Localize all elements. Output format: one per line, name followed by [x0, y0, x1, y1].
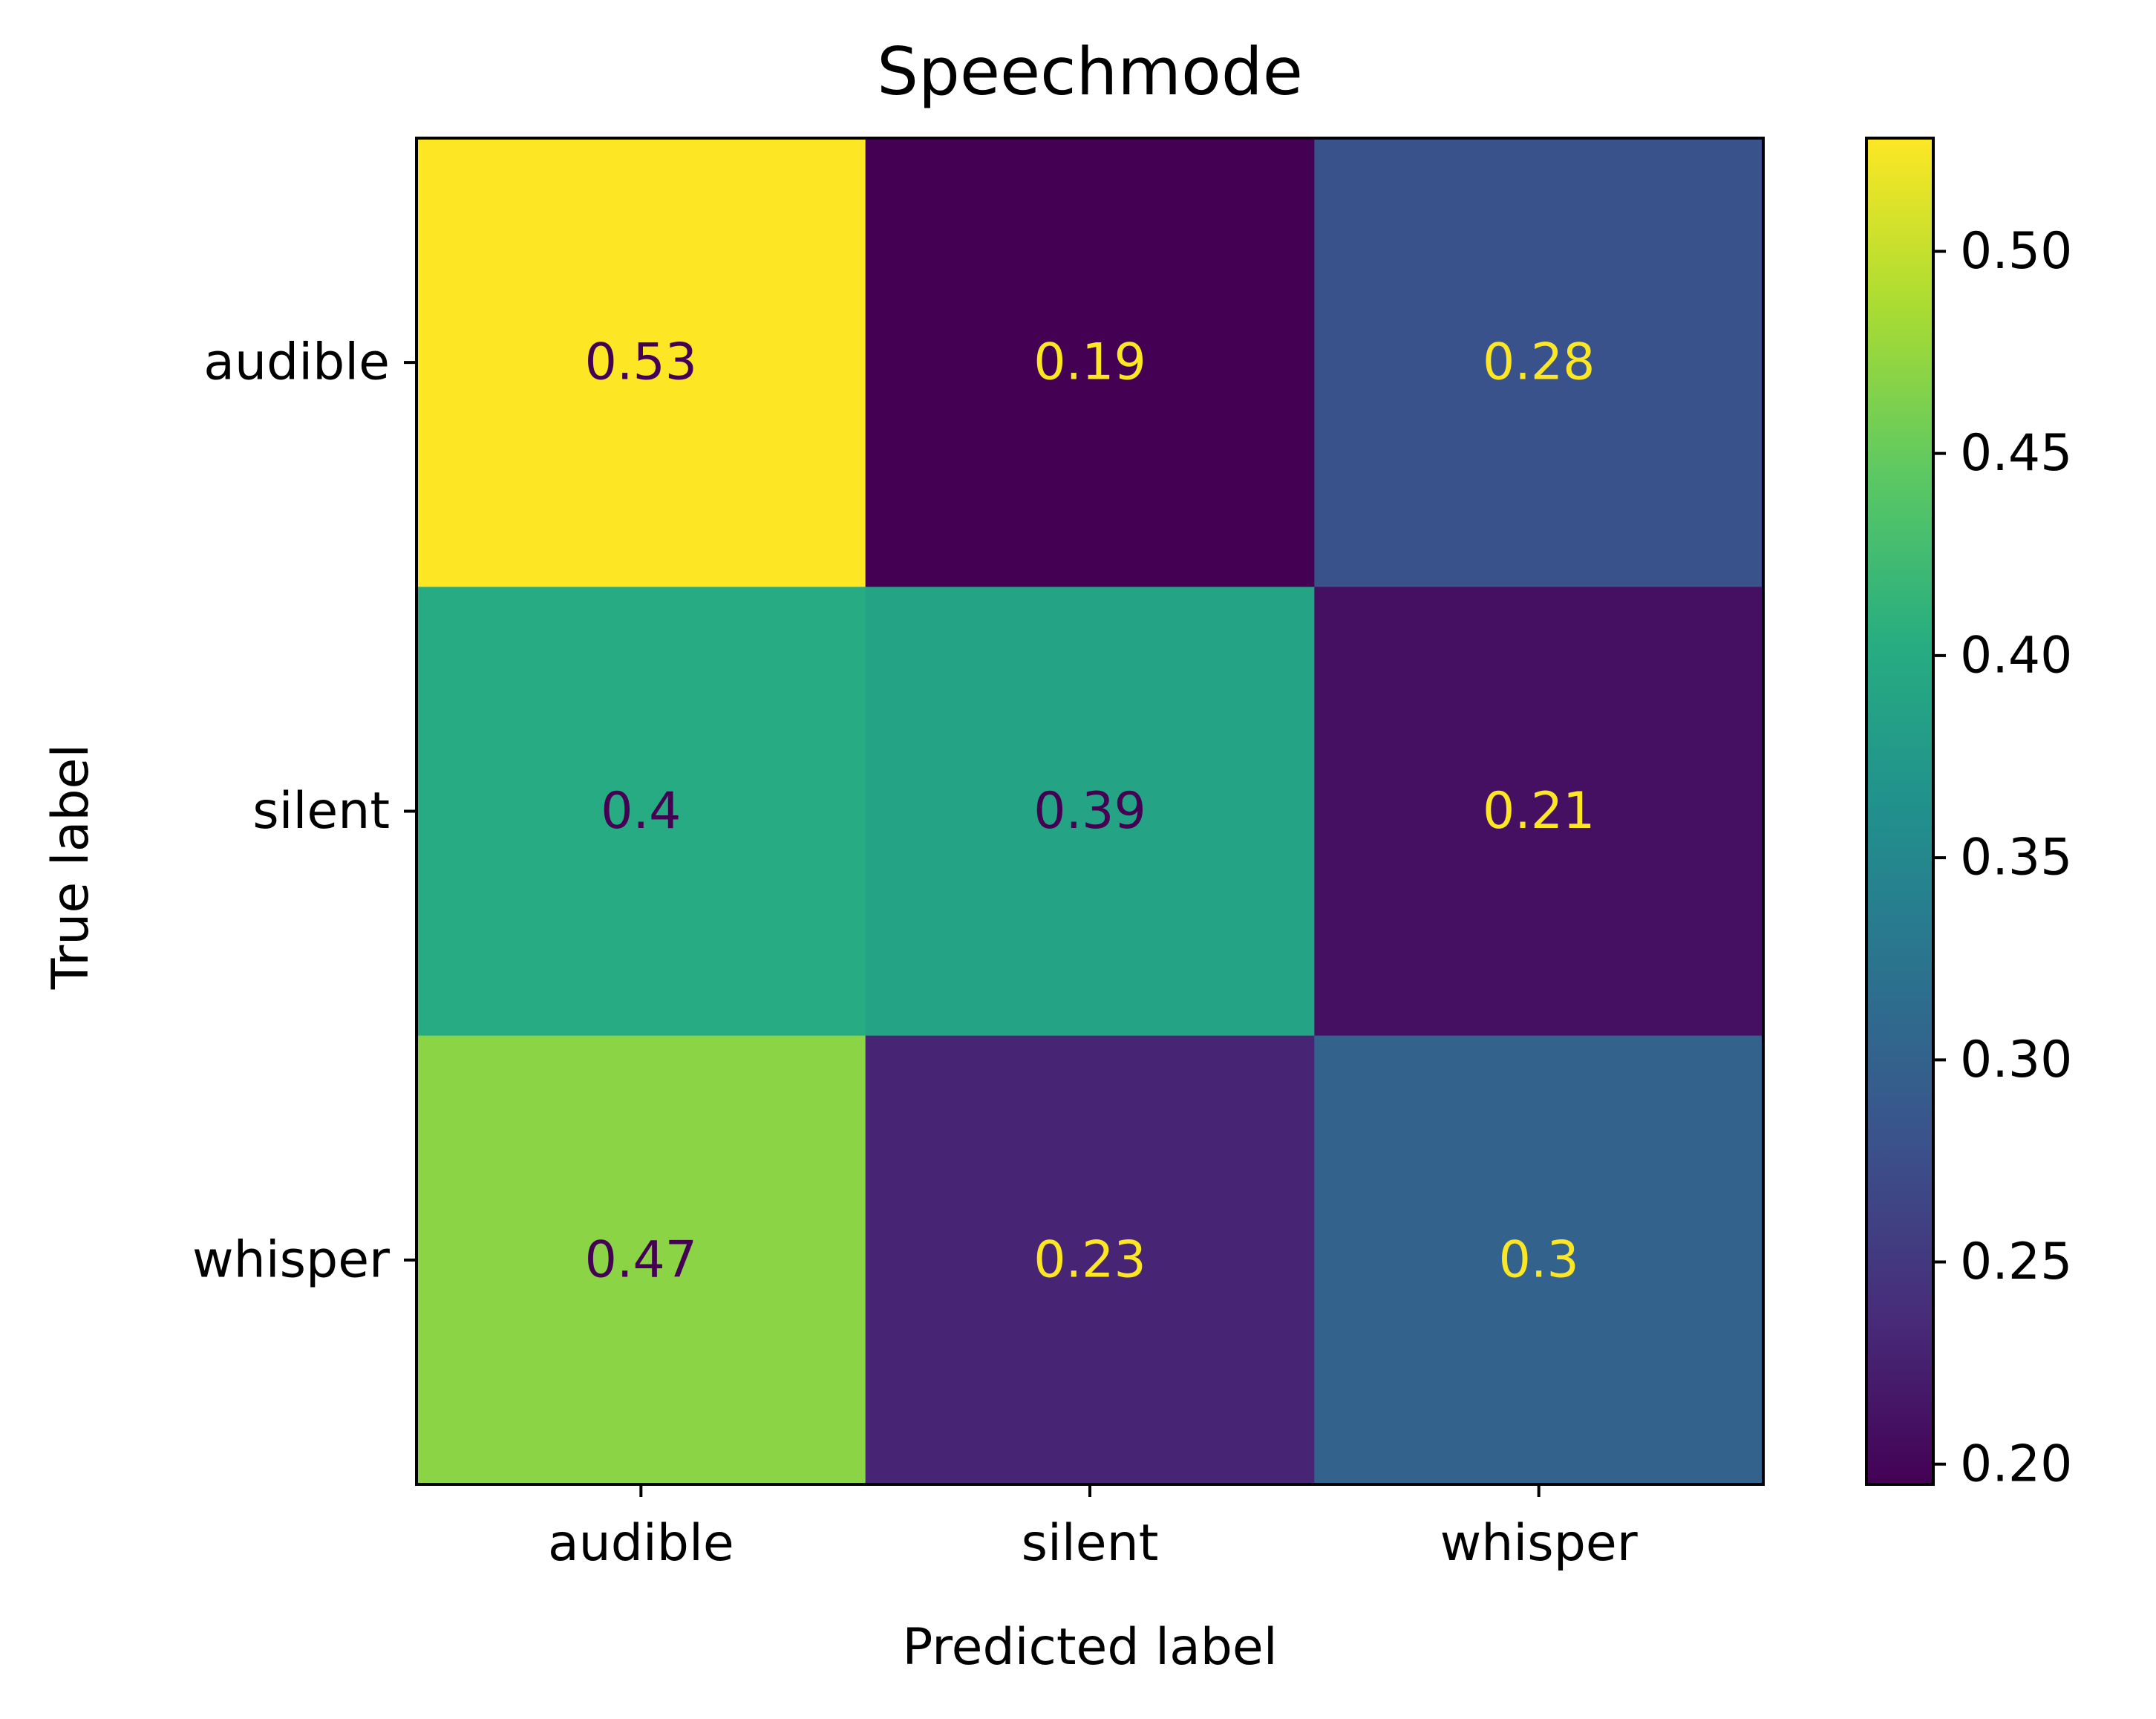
- y-tick-label: whisper: [192, 1230, 390, 1289]
- x-axis-ticks: audible silent whisper: [548, 1484, 1638, 1573]
- cell-value-label: 0.23: [1033, 1230, 1146, 1289]
- colorbar-tick-label: 0.50: [1960, 222, 2072, 281]
- cell-value-label: 0.39: [1033, 782, 1146, 841]
- colorbar-tick-label: 0.40: [1960, 626, 2072, 685]
- heatmap-cell: [416, 587, 866, 1037]
- x-tick-label: silent: [1022, 1514, 1159, 1573]
- y-tick-label: silent: [252, 782, 390, 841]
- cell-value-label: 0.19: [1033, 333, 1146, 392]
- cell-value-label: 0.4: [601, 782, 681, 841]
- y-tick-label: audible: [203, 333, 390, 392]
- colorbar: [1865, 137, 1935, 1486]
- cell-value-label: 0.21: [1483, 782, 1595, 841]
- y-axis-label: True label: [42, 744, 100, 991]
- colorbar-ticks: 0.20 0.25 0.30 0.35 0.40 0.45 0.50: [1933, 222, 2072, 1493]
- x-axis-label: Predicted label: [902, 1618, 1277, 1677]
- x-tick-label: whisper: [1440, 1514, 1638, 1573]
- y-axis-ticks: audible silent whisper: [192, 333, 416, 1289]
- colorbar-tick-label: 0.30: [1960, 1031, 2072, 1089]
- heatmap-cell: [865, 138, 1315, 587]
- heatmap-cell: [416, 1035, 866, 1485]
- cell-value-label: 0.3: [1499, 1230, 1579, 1289]
- heatmap-cell: [1314, 587, 1764, 1037]
- heatmap-cell: [1314, 138, 1764, 587]
- heatmap-cell: [1314, 1035, 1764, 1485]
- colorbar-tick-label: 0.45: [1960, 424, 2072, 483]
- x-tick-label: audible: [548, 1514, 734, 1573]
- cell-value-label: 0.53: [585, 333, 697, 392]
- heatmap-cell: [416, 138, 866, 587]
- heatmap-cell: [865, 1035, 1315, 1485]
- colorbar-tick-label: 0.35: [1960, 829, 2072, 887]
- heatmap-cells: [416, 138, 1764, 1485]
- heatmap-cell: [865, 587, 1315, 1037]
- cell-value-labels: 0.53 0.19 0.28 0.4 0.39 0.21 0.47 0.23 0.3: [585, 333, 1595, 1290]
- chart-title: Speechmode: [877, 33, 1303, 110]
- cell-value-label: 0.28: [1483, 333, 1595, 392]
- cell-value-label: 0.47: [585, 1230, 697, 1289]
- colorbar-tick-label: 0.25: [1960, 1233, 2072, 1291]
- colorbar-tick-label: 0.20: [1960, 1435, 2072, 1493]
